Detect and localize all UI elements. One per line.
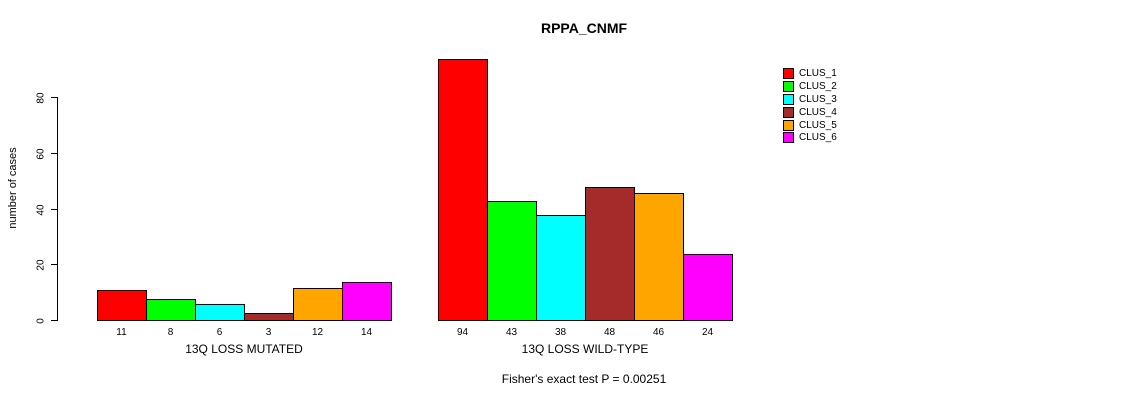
bar-value-label: 48 [603, 327, 616, 338]
legend-label: CLUS_2 [799, 80, 837, 92]
bar-value-label: 24 [701, 327, 714, 338]
bar-value-label: 46 [652, 327, 665, 338]
bar-clus_1-group1 [97, 290, 147, 321]
bar-clus_2-group2 [487, 201, 537, 321]
legend-swatch-icon [783, 80, 794, 92]
legend-item-clus_1: CLUS_1 [783, 67, 837, 80]
bar-clus_4-group2 [585, 187, 635, 321]
bar-value-label: 8 [167, 327, 174, 338]
legend-swatch-icon [783, 106, 794, 118]
bar-clus_4-group1 [244, 312, 294, 321]
bar-value-label: 6 [216, 327, 223, 338]
y-axis-label: number of cases [7, 147, 19, 229]
bar-clus_6-group1 [342, 282, 392, 321]
legend-item-clus_2: CLUS_2 [783, 80, 837, 93]
x-group-label-2: 13Q LOSS WILD-TYPE [521, 342, 649, 356]
legend-swatch-icon [783, 93, 794, 105]
legend-label: CLUS_1 [799, 67, 837, 79]
legend-item-clus_5: CLUS_5 [783, 119, 837, 132]
y-tick [51, 320, 58, 321]
y-tick [51, 153, 58, 154]
y-tick [51, 97, 58, 98]
bar-value-label: 94 [456, 327, 469, 338]
y-tick [51, 209, 58, 210]
y-tick-label: 40 [35, 204, 47, 216]
bar-value-label: 38 [554, 327, 567, 338]
fisher-test-note: Fisher's exact test P = 0.00251 [501, 372, 667, 386]
bar-clus_2-group1 [146, 298, 196, 321]
bar-value-label: 3 [265, 327, 272, 338]
legend-label: CLUS_4 [799, 106, 837, 118]
y-tick-label: 60 [35, 148, 47, 160]
y-tick-label: 80 [35, 92, 47, 104]
bar-clus_3-group1 [195, 304, 245, 321]
x-group-label-1: 13Q LOSS MUTATED [185, 342, 303, 356]
bar-value-label: 11 [116, 327, 127, 338]
legend-item-clus_4: CLUS_4 [783, 106, 837, 119]
bar-clus_5-group2 [634, 192, 684, 321]
legend-label: CLUS_6 [799, 132, 837, 144]
bar-clus_6-group2 [683, 254, 733, 321]
legend-label: CLUS_5 [799, 119, 837, 131]
legend-swatch-icon [783, 119, 794, 131]
bar-value-label: 12 [311, 327, 324, 338]
legend-swatch-icon [783, 67, 794, 79]
bar-value-label: 14 [360, 327, 373, 338]
bar-clus_1-group2 [438, 59, 488, 321]
bar-value-label: 43 [505, 327, 518, 338]
legend-swatch-icon [783, 132, 794, 144]
legend: CLUS_1 CLUS_2 CLUS_3 CLUS_4 CLUS_5 CLUS_6 [783, 67, 837, 144]
legend-label: CLUS_3 [799, 93, 837, 105]
bar-clus_3-group2 [536, 215, 586, 321]
y-tick-label: 20 [35, 259, 47, 271]
y-tick-label: 0 [35, 318, 47, 324]
chart-title: RPPA_CNMF [540, 20, 628, 36]
bar-clus_5-group1 [293, 287, 343, 321]
y-tick [51, 264, 58, 265]
legend-item-clus_3: CLUS_3 [783, 93, 837, 106]
legend-item-clus_6: CLUS_6 [783, 131, 837, 144]
